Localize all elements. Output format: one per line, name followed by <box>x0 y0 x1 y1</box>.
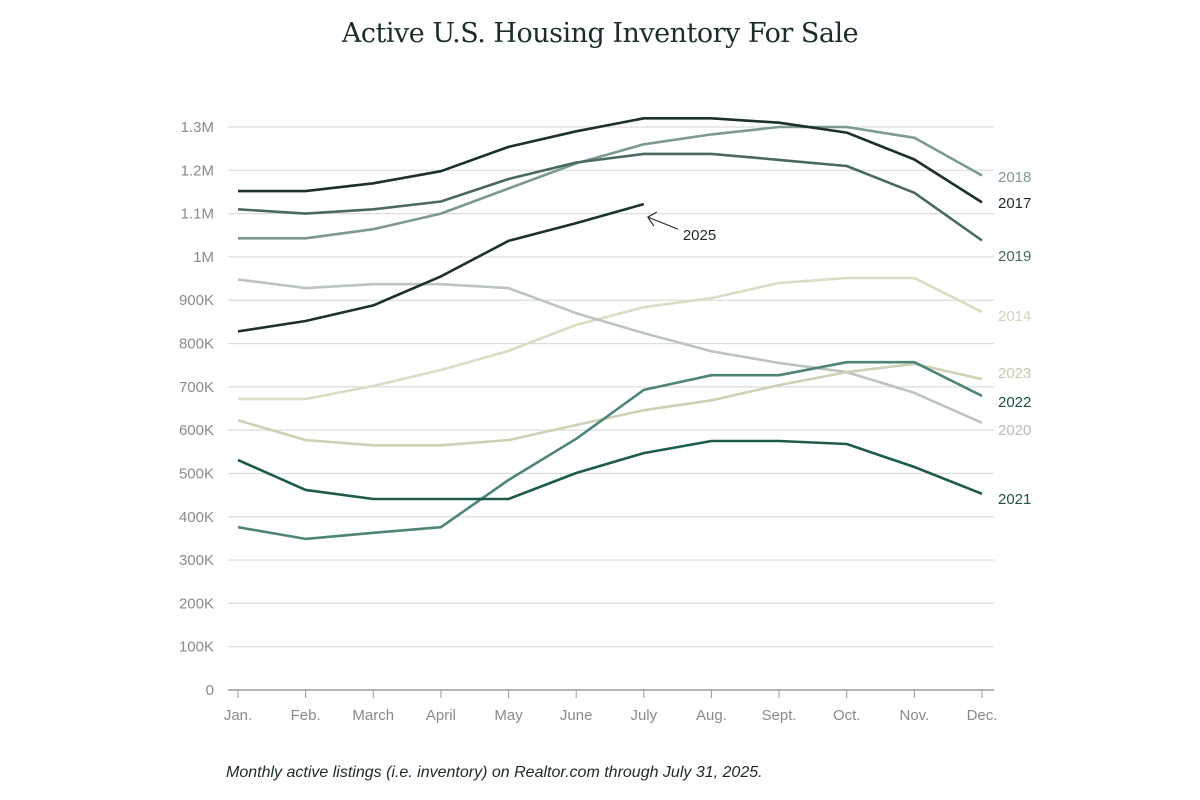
y-tick-label: 600K <box>179 422 214 439</box>
gridlines <box>228 126 994 691</box>
y-tick-label: 700K <box>179 379 214 396</box>
x-tick-label: May <box>494 707 523 724</box>
y-tick-label: 900K <box>179 292 214 309</box>
x-tick-label: March <box>352 707 394 724</box>
y-tick-label: 300K <box>179 552 214 569</box>
series-line-2020 <box>237 278 983 424</box>
series-label-2018: 2018 <box>998 169 1031 186</box>
series-label-2019: 2019 <box>998 248 1031 265</box>
y-tick-label: 500K <box>179 465 214 482</box>
y-tick-label: 1.1M <box>181 206 214 223</box>
series-line-2019 <box>237 152 983 242</box>
annotation-arrow-head-icon <box>647 211 658 227</box>
series-lines <box>237 117 983 541</box>
series-line-2018 <box>238 125 983 240</box>
y-tick-label: 1M <box>193 249 214 266</box>
chart-title: Active U.S. Housing Inventory For Sale <box>341 18 859 49</box>
x-tick-label: Dec. <box>967 707 998 724</box>
y-tick-label: 100K <box>179 639 214 656</box>
y-tick-label: 200K <box>179 595 214 612</box>
x-tick-label: Feb. <box>291 707 321 724</box>
x-tick-label: July <box>630 707 657 724</box>
series-line-2017 <box>238 117 983 204</box>
x-tick-label: Nov. <box>899 707 929 724</box>
series-label-2023: 2023 <box>998 365 1031 382</box>
series-label-2014: 2014 <box>998 308 1031 325</box>
series-label-2021: 2021 <box>998 491 1031 508</box>
x-tick-label: Oct. <box>833 707 861 724</box>
x-tick-label: Jan. <box>224 707 252 724</box>
x-tick-label: Sept. <box>762 707 797 724</box>
x-tick-label: Aug. <box>696 707 727 724</box>
chart-caption: Monthly active listings (i.e. inventory)… <box>226 764 763 781</box>
series-label-2022: 2022 <box>998 394 1031 411</box>
y-tick-label: 0 <box>206 682 214 699</box>
series-line-2023 <box>237 362 983 447</box>
annotation-arrow-shaft <box>647 216 679 230</box>
y-tick-label: 1.3M <box>181 119 214 136</box>
x-axis: Jan. Feb. March April May June July Aug. Sept. Oc… <box>224 690 998 724</box>
y-tick-label: 800K <box>179 336 214 353</box>
x-tick-label: June <box>560 707 593 724</box>
annotation-label: 2025 <box>683 227 716 244</box>
x-tick-label: April <box>426 707 456 724</box>
y-axis: 0 100K 200K 300K 400K 500K 600K 700K 800K 900K 1M 1… <box>179 119 214 699</box>
series-label-2020: 2020 <box>998 422 1031 439</box>
annotation-2025: 2025 <box>647 211 716 244</box>
y-tick-label: 1.2M <box>181 162 214 179</box>
series-labels: 2014 2020 2023 2018 2022 2021 2019 2017 <box>998 169 1031 508</box>
series-line-2014 <box>238 276 983 401</box>
y-tick-label: 400K <box>179 509 214 526</box>
series-line-2025 <box>237 202 645 333</box>
series-line-2021 <box>237 439 983 501</box>
series-line-2022 <box>237 360 983 541</box>
series-label-2017: 2017 <box>998 195 1031 212</box>
